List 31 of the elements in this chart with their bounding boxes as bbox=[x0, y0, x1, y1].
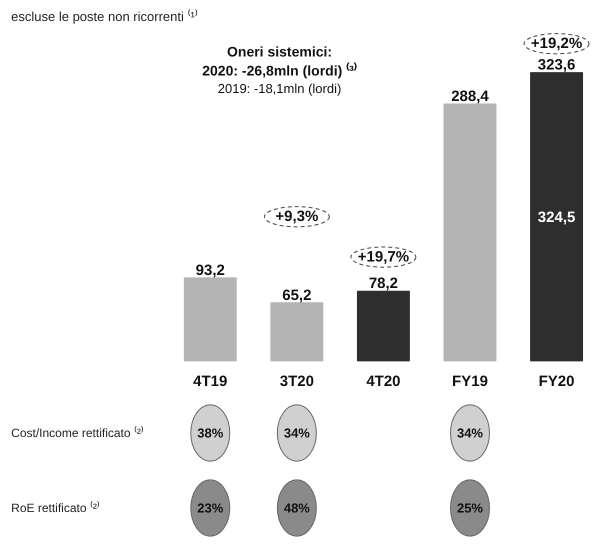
data-label: 78,2 bbox=[368, 275, 398, 292]
data-label: 93,2 bbox=[196, 262, 225, 279]
text: Oneri sistemici: bbox=[227, 44, 332, 60]
annotation: 324,5 bbox=[538, 209, 576, 226]
text: 38% bbox=[197, 426, 224, 440]
bar bbox=[270, 302, 324, 362]
text: 25% bbox=[456, 500, 484, 516]
bar bbox=[444, 103, 496, 362]
bar bbox=[530, 72, 584, 362]
x-tick-label: 4T19 bbox=[193, 372, 228, 390]
bar bbox=[184, 277, 237, 362]
annotation: +19,7% bbox=[358, 248, 410, 266]
text: escluse le poste non ricorrenti ⁽¹⁾ bbox=[11, 9, 198, 24]
x-tick-label: 3T20 bbox=[280, 372, 314, 390]
annotation: 2020: -26,8mln (lordi) ⁽³⁾ bbox=[202, 62, 357, 78]
category-label: RoE rettificato ⁽²⁾ bbox=[11, 501, 100, 515]
text: 34% bbox=[456, 426, 484, 440]
data-label: 323,6 bbox=[538, 56, 576, 74]
data-label: 65,2 bbox=[282, 286, 312, 304]
data-label: 288,4 bbox=[451, 88, 490, 105]
text: +19,2% bbox=[530, 35, 582, 52]
x-tick-label: FY20 bbox=[538, 372, 574, 390]
text: 48% bbox=[284, 500, 310, 516]
text: 34% bbox=[284, 426, 310, 440]
category-label: Cost/Income rettificato ⁽²⁾ bbox=[11, 426, 144, 440]
annotation: +9,3% bbox=[275, 208, 318, 226]
bar bbox=[356, 290, 410, 362]
x-tick-label: FY19 bbox=[452, 372, 488, 390]
x-tick-label: 4T20 bbox=[366, 372, 401, 390]
text: 23% bbox=[197, 500, 224, 516]
annotation: 2019: -18,1mln (lordi) bbox=[218, 81, 342, 96]
